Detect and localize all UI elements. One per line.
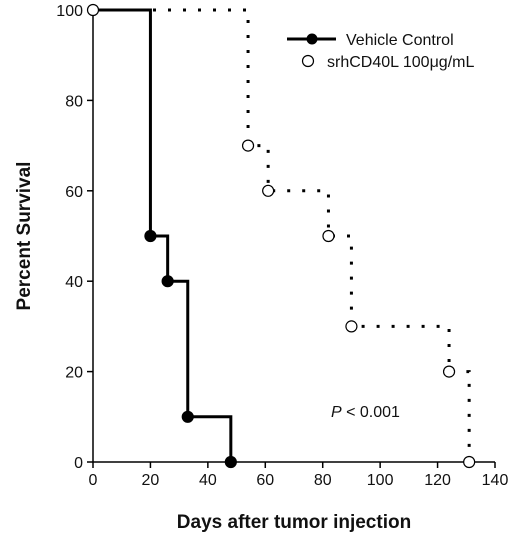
y-tick-label: 0 xyxy=(74,455,83,472)
y-tick-label: 20 xyxy=(65,365,83,382)
legend-label-srhcd40l: srhCD40L 100μg/mL xyxy=(327,54,474,71)
x-axis-title: Days after tumor injection xyxy=(177,512,411,533)
y-tick-label: 100 xyxy=(56,3,83,20)
p-value-annotation: P < 0.001 xyxy=(331,404,400,421)
y-tick-label: 60 xyxy=(65,184,83,201)
x-axis-ticks: 0 20 40 60 80 100 120 140 xyxy=(89,462,509,489)
data-point-srhcd40l xyxy=(463,455,476,469)
data-point-srhcd40l xyxy=(86,3,100,17)
series-line-vehicle xyxy=(93,8,233,462)
legend-marker-srhcd40l xyxy=(301,54,315,68)
x-tick-label: 120 xyxy=(424,472,451,489)
y-axis-title: Percent Survival xyxy=(14,162,35,311)
plot-area: 0 20 40 60 80 100 120 140 0 20 40 60 80 100 xyxy=(56,3,508,489)
x-tick-label: 60 xyxy=(256,472,274,489)
data-point-vehicle xyxy=(224,455,237,469)
data-point-vehicle xyxy=(144,229,157,243)
x-tick-label: 100 xyxy=(367,472,394,489)
x-tick-label: 20 xyxy=(142,472,160,489)
data-point-srhcd40l xyxy=(262,184,275,197)
x-tick-label: 0 xyxy=(89,472,98,489)
legend-label-vehicle: Vehicle Control xyxy=(346,32,454,49)
data-point-srhcd40l xyxy=(241,139,255,152)
y-axis-ticks: 0 20 40 60 80 100 xyxy=(56,3,93,472)
y-tick-label: 40 xyxy=(65,274,83,291)
legend-marker-vehicle xyxy=(306,33,318,45)
legend: Vehicle Control srhCD40L 100μg/mL xyxy=(287,32,474,71)
data-point-srhcd40l xyxy=(322,229,335,243)
series-layer xyxy=(86,3,476,469)
y-tick-label: 80 xyxy=(65,93,83,110)
data-point-srhcd40l xyxy=(345,320,358,333)
x-tick-label: 40 xyxy=(199,472,217,489)
x-tick-label: 140 xyxy=(482,472,509,489)
data-point-srhcd40l xyxy=(442,365,456,378)
data-point-vehicle xyxy=(181,410,194,423)
x-tick-label: 80 xyxy=(314,472,332,489)
data-point-vehicle xyxy=(161,275,174,288)
